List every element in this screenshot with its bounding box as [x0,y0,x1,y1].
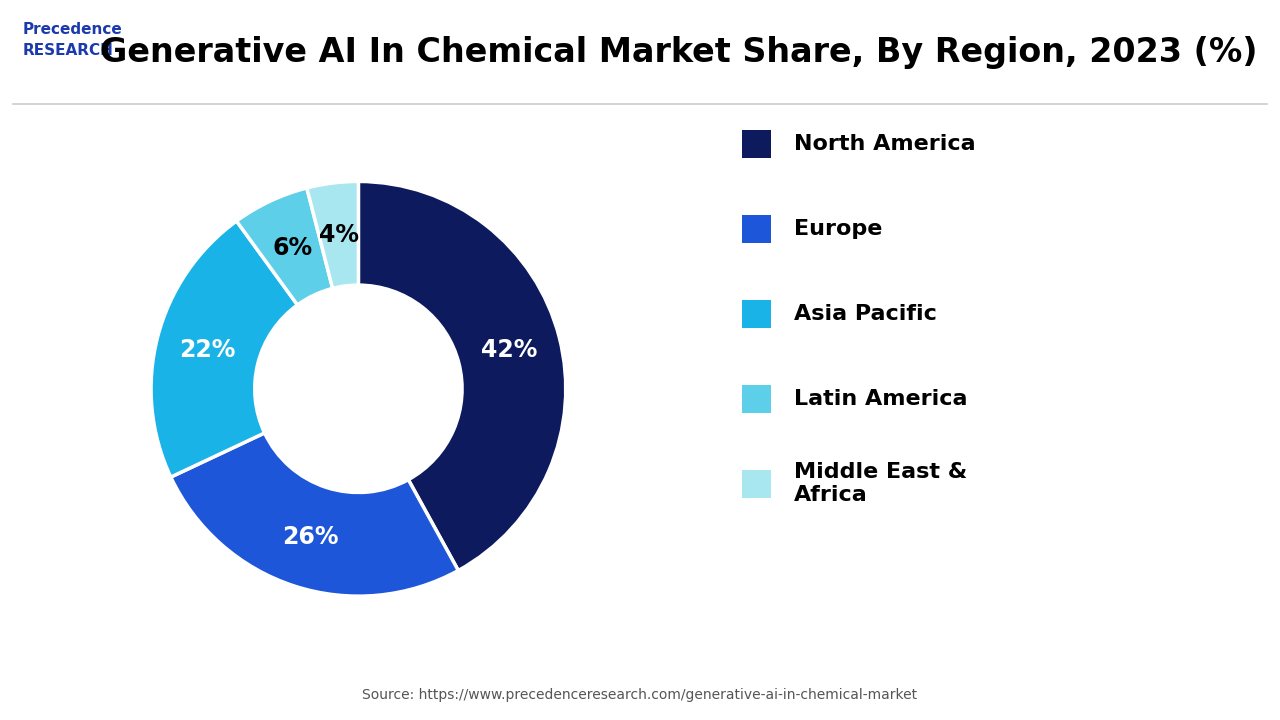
Text: Asia Pacific: Asia Pacific [794,304,937,324]
Text: North America: North America [794,134,975,154]
Text: Generative AI In Chemical Market Share, By Region, 2023 (%): Generative AI In Chemical Market Share, … [100,36,1257,69]
Text: Source: https://www.precedenceresearch.com/generative-ai-in-chemical-market: Source: https://www.precedenceresearch.c… [362,688,918,702]
Wedge shape [151,221,297,477]
Text: Latin America: Latin America [794,389,968,409]
Text: 6%: 6% [273,236,312,260]
Wedge shape [358,181,566,570]
Text: 42%: 42% [481,338,538,362]
Text: Europe: Europe [794,219,882,239]
Text: 4%: 4% [319,222,358,246]
Wedge shape [307,181,358,289]
Text: Middle East &
Africa: Middle East & Africa [794,462,966,505]
Text: 22%: 22% [179,338,236,362]
Wedge shape [170,433,458,596]
Text: 26%: 26% [282,525,339,549]
Wedge shape [237,188,333,305]
Text: Precedence
RESEARCH: Precedence RESEARCH [23,22,123,58]
